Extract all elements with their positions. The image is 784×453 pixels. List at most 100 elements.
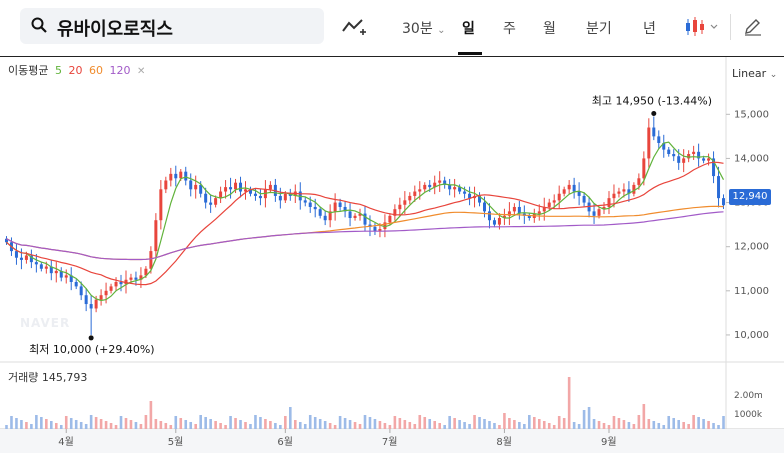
candle-body: [423, 184, 427, 190]
ma-20-label: 20: [68, 64, 83, 77]
volume-bar: [408, 422, 412, 429]
volume-bar: [269, 421, 272, 429]
volume-bar: [35, 415, 38, 429]
volume-bar: [513, 420, 516, 429]
scale-selector[interactable]: Linear ⌄: [732, 67, 777, 80]
volume-bar: [622, 420, 626, 429]
volume-bar: [453, 418, 456, 429]
tab-day[interactable]: 일: [462, 21, 475, 37]
volume-bar: [149, 401, 153, 429]
candle-body: [353, 215, 357, 218]
volume-bar: [144, 415, 148, 429]
volume-bar: [293, 420, 297, 429]
volume-bar: [189, 422, 193, 429]
candle-body: [463, 191, 467, 194]
volume-bar: [423, 417, 427, 429]
candle-body: [214, 198, 218, 205]
candle-body: [468, 193, 472, 199]
candle-body: [373, 226, 377, 232]
volume-bar: [279, 425, 282, 429]
candle-body: [303, 200, 307, 203]
volume-bar: [129, 420, 133, 429]
candle-body: [413, 191, 417, 196]
candle-body: [194, 184, 198, 190]
candle-body: [129, 277, 133, 280]
volume-bar: [54, 423, 58, 429]
ma-60-label: 60: [88, 64, 103, 77]
candle-body: [478, 195, 482, 203]
volume-bar: [597, 421, 601, 429]
current-price-tag: 12,940: [729, 189, 771, 205]
candle-body: [239, 182, 243, 192]
volume-bar: [697, 417, 700, 429]
x-tick-label: 4월: [58, 436, 74, 448]
x-tick-label: 9월: [601, 436, 617, 448]
candle-body: [179, 171, 183, 179]
candle-body: [542, 206, 546, 212]
candle-body: [199, 184, 203, 194]
candle-body: [363, 213, 367, 225]
volume-bar: [30, 424, 33, 429]
y-tick-label: 12,000: [734, 242, 769, 253]
candle-body: [164, 180, 168, 190]
low-annotation: 최저 10,000 (+29.40%): [29, 343, 154, 356]
candle-body: [243, 189, 247, 192]
volume-label: 거래량: [8, 371, 39, 384]
candle-body: [408, 195, 412, 201]
volume-bar: [224, 425, 227, 429]
trend-draw-icon[interactable]: [342, 16, 368, 38]
candle-body: [527, 215, 531, 218]
candle-body: [597, 209, 601, 216]
volume-bar: [114, 425, 118, 429]
candle-body: [707, 158, 711, 161]
volume-bar: [104, 421, 108, 429]
candle-body: [632, 184, 636, 194]
volume-bar: [199, 415, 202, 429]
volume-bar: [274, 423, 277, 429]
candle-body: [154, 220, 158, 252]
volume-bar: [672, 418, 676, 429]
ma-legend-title: 이동평균: [8, 64, 49, 77]
candlestick-icon[interactable]: [684, 16, 720, 38]
volume-bar: [338, 416, 342, 429]
candle-body: [278, 195, 282, 201]
volume-bar: [154, 419, 158, 429]
volume-bar: [707, 421, 710, 429]
volume-bar: [687, 424, 690, 429]
volume-bar: [59, 425, 63, 429]
candle-body: [453, 187, 457, 190]
candle-body: [114, 281, 118, 287]
close-icon[interactable]: ✕: [136, 66, 146, 77]
candle-body: [328, 211, 332, 221]
candle-body: [687, 154, 691, 159]
tab-year[interactable]: 년: [643, 21, 656, 37]
volume-bar: [139, 424, 143, 429]
minute-interval-dropdown[interactable]: 30분 ⌄: [402, 18, 446, 38]
volume-bar: [94, 417, 98, 429]
candle-body: [99, 295, 103, 300]
volume-bar: [582, 410, 586, 429]
volume-bar: [124, 418, 128, 429]
tab-month[interactable]: 월: [543, 21, 556, 37]
volume-bar: [562, 418, 566, 429]
x-tick-label: 7월: [382, 436, 398, 448]
volume-bar: [398, 418, 402, 429]
tab-week[interactable]: 주: [503, 21, 516, 37]
candle-body: [567, 184, 571, 190]
candle-body: [358, 213, 362, 216]
volume-bar: [10, 416, 13, 429]
pencil-icon[interactable]: [743, 17, 763, 37]
candle-body: [39, 264, 43, 269]
candle-body: [557, 193, 561, 201]
stock-search-box[interactable]: 유바이오로직스: [20, 8, 324, 44]
candle-body: [109, 286, 113, 291]
low-marker: [88, 335, 94, 341]
candle-body: [24, 255, 28, 260]
volume-bar: [428, 419, 432, 429]
tab-quarter[interactable]: 분기: [586, 21, 612, 37]
volume-bar: [99, 419, 103, 429]
date-axis-band: [0, 429, 784, 453]
candle-body: [497, 218, 501, 225]
volume-bar: [572, 422, 576, 429]
